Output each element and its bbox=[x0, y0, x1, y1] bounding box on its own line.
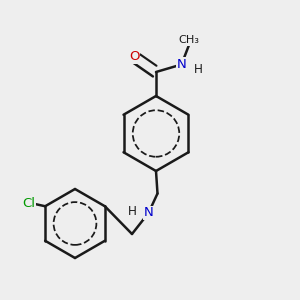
Text: N: N bbox=[144, 206, 153, 220]
Text: N: N bbox=[177, 58, 186, 71]
Text: H: H bbox=[128, 205, 136, 218]
Text: H: H bbox=[194, 63, 202, 76]
Text: CH₃: CH₃ bbox=[178, 35, 200, 46]
Text: Cl: Cl bbox=[22, 197, 35, 210]
Text: O: O bbox=[129, 50, 140, 64]
